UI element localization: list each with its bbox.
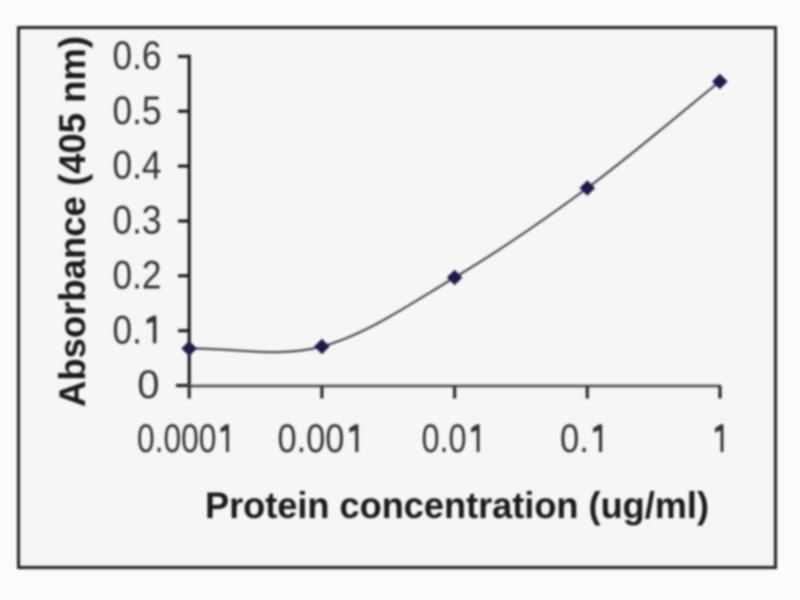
svg-text:0.3: 0.3 xyxy=(113,199,162,243)
svg-text:0.6: 0.6 xyxy=(113,34,162,78)
svg-text:Absorbance (405 nm): Absorbance (405 nm) xyxy=(52,36,93,407)
svg-text:0.0: 0.0 xyxy=(422,417,467,461)
svg-text:0.000: 0.000 xyxy=(137,417,216,461)
svg-text:0.2: 0.2 xyxy=(113,253,162,297)
svg-text:0.00: 0.00 xyxy=(278,417,345,461)
svg-text:0.5: 0.5 xyxy=(113,89,162,133)
svg-text:0.: 0. xyxy=(560,417,589,461)
svg-text:0: 0 xyxy=(137,363,159,407)
svg-text:0.4: 0.4 xyxy=(113,144,162,188)
svg-text:0.: 0. xyxy=(113,308,142,352)
svg-text:Protein concentration (ug/ml): Protein concentration (ug/ml) xyxy=(205,485,709,526)
